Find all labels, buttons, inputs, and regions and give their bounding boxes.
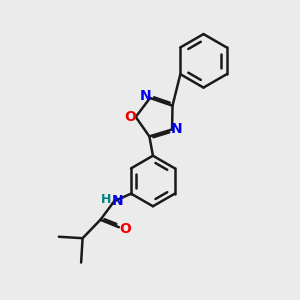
Text: N: N xyxy=(171,122,183,136)
Text: H: H xyxy=(101,194,112,206)
Text: O: O xyxy=(124,110,136,124)
Text: N: N xyxy=(140,88,151,103)
Text: O: O xyxy=(119,222,131,236)
Text: N: N xyxy=(112,194,124,208)
